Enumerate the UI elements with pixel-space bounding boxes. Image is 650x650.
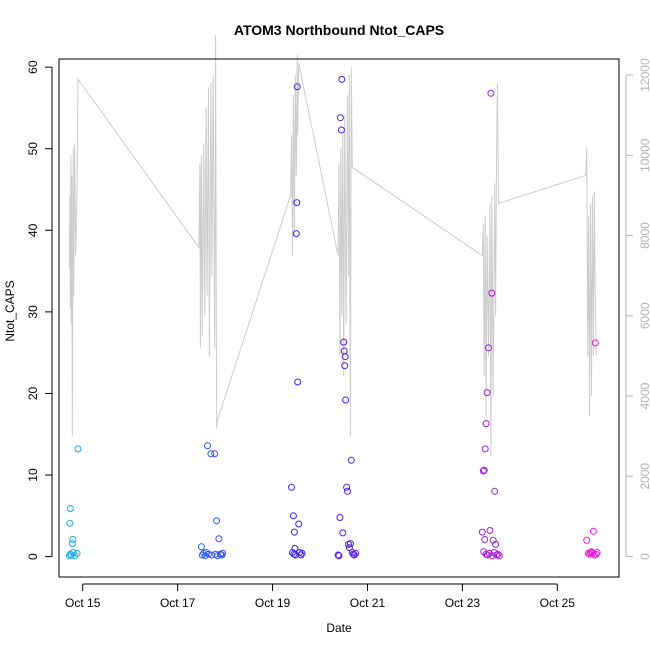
x-axis-label: Date [326,621,352,635]
data-point [592,550,600,558]
data-point [201,552,209,560]
plot-frame [58,58,620,578]
data-point [336,514,344,521]
data-point [350,551,358,559]
chart-title: ATOM3 Northbound Ntot_CAPS [234,22,444,38]
data-point [215,535,223,543]
data-point [483,389,491,397]
data-point [66,505,74,512]
data-point [336,114,344,122]
data-point [298,549,306,557]
y-tick-label: 0 [26,553,40,560]
data-point [197,543,205,551]
data-point [341,353,349,361]
data-point [289,512,297,520]
data-point [295,520,303,528]
data-point [591,339,599,347]
y2-tick-label: 10000 [638,138,650,172]
axes: Oct 15 Oct 17 Oct 19 Oct 21 Oct 23 Oct 25 0 10 2… [26,58,650,610]
data-point [481,445,489,453]
data-point [482,420,490,428]
data-point [292,230,300,238]
data-point [294,378,302,386]
data-point [478,528,486,536]
data-point [593,549,601,556]
y2-tick-label: 0 [638,553,650,560]
data-point [335,552,343,560]
y2-tick-label: 8000 [638,222,650,249]
data-point [492,540,500,548]
x-tick-label: Oct 17 [160,596,196,610]
x-tick-label: Oct 25 [540,596,576,610]
data-point [588,549,596,557]
data-point [338,75,346,83]
data-point [74,445,82,453]
data-point [493,551,501,559]
data-point [211,450,219,458]
data-point [491,487,499,495]
data-point [213,517,221,525]
data-point [68,540,76,548]
data-point [337,126,345,134]
data-point [293,199,301,207]
data-point [342,396,350,404]
data-point [480,466,488,474]
data-point [343,483,351,491]
line-series [68,34,597,457]
data-point [485,344,492,352]
x-tick-label: Oct 19 [255,596,291,610]
data-point [488,289,496,297]
y-tick-label: 30 [26,305,40,319]
data-point [344,487,351,495]
x-tick-label: Oct 21 [350,596,386,610]
data-point [347,456,355,464]
data-point [290,528,298,536]
data-point [481,536,489,543]
data-point [495,552,503,560]
data-point [291,544,299,552]
x-tick-label: Oct 23 [445,596,481,610]
data-point [352,549,360,557]
data-point [73,549,81,557]
series-line [68,34,597,457]
data-point [487,89,495,97]
data-point [293,83,301,91]
data-point [207,450,215,458]
data-point [69,536,77,543]
data-point [486,527,494,534]
data-point [69,549,77,556]
y-tick-label: 50 [26,142,40,156]
y-axis-label: Ntot_CAPS [3,280,17,341]
y-tick-label: 20 [26,386,40,400]
y-tick-label: 40 [26,223,40,237]
data-point [340,338,348,346]
data-point [334,551,342,559]
data-point [66,519,74,527]
data-point [494,550,502,558]
data-point [479,467,487,475]
data-point [204,442,211,450]
x-tick-label: Oct 15 [65,596,101,610]
data-point [583,536,591,544]
data-point [288,483,295,491]
y-tick-label: 60 [26,60,40,74]
y-tick-label: 10 [26,468,40,482]
data-point [339,529,347,537]
data-point [297,551,305,559]
data-point [480,548,488,556]
y2-tick-label: 6000 [638,302,650,329]
data-point [205,550,212,558]
data-point [219,549,227,557]
data-point [341,362,349,370]
data-point [346,540,354,548]
y2-tick-label: 2000 [638,463,650,490]
point-series [65,75,601,560]
y2-tick-label: 12000 [638,58,650,92]
y2-tick-label: 4000 [638,382,650,409]
data-point [589,527,597,535]
